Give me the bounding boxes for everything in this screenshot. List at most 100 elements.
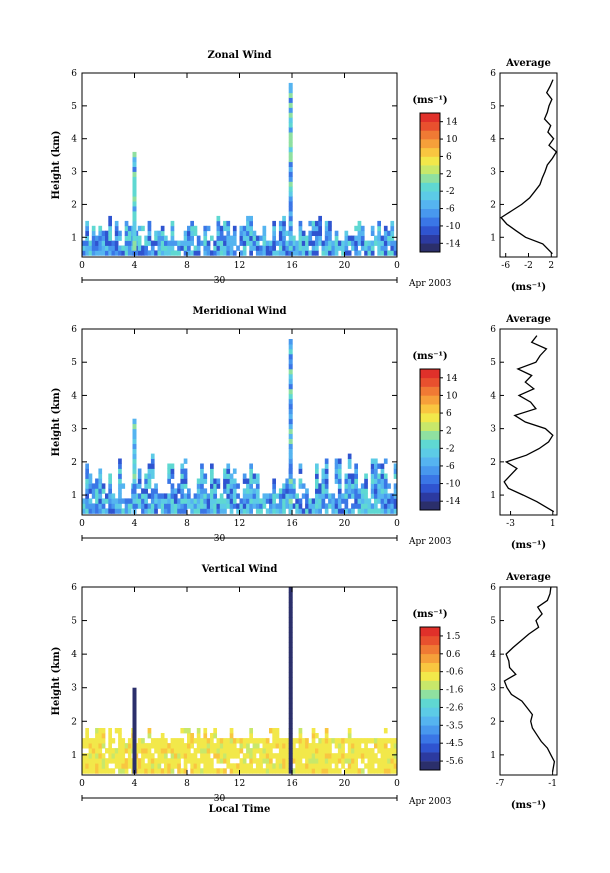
profile-x-tick-label: -6 bbox=[501, 261, 510, 271]
heatmap-cell bbox=[124, 743, 129, 749]
heatmap-cell bbox=[114, 245, 119, 251]
heatmap-cell bbox=[105, 240, 109, 246]
heatmap-cell bbox=[324, 758, 329, 764]
heatmap-cell bbox=[288, 240, 293, 246]
chart-title: Meridional Wind bbox=[192, 306, 286, 317]
heatmap-cell bbox=[95, 738, 99, 744]
heatmap-cell bbox=[262, 230, 267, 236]
heatmap-cell bbox=[154, 748, 158, 754]
heatmap-cell bbox=[226, 748, 231, 754]
heatmap-cell bbox=[305, 240, 309, 246]
colorbar-tick-label: -2 bbox=[446, 187, 455, 197]
heatmap-cell bbox=[334, 503, 339, 509]
heatmap-cell bbox=[141, 508, 145, 514]
heatmap-cell bbox=[157, 753, 162, 759]
heatmap-cell bbox=[111, 493, 116, 499]
heatmap-cell bbox=[213, 508, 217, 514]
heatmap-cell bbox=[105, 230, 109, 236]
heatmap-cell bbox=[242, 758, 247, 764]
heatmap-cell bbox=[170, 758, 175, 764]
heatmap-cell bbox=[249, 763, 253, 769]
heatmap-cell bbox=[285, 478, 290, 484]
heatmap-cell bbox=[157, 493, 162, 499]
heatmap-cell bbox=[154, 738, 158, 744]
heatmap-cell bbox=[380, 748, 385, 754]
heatmap-cell bbox=[219, 240, 224, 246]
heatmap-cell bbox=[232, 250, 237, 256]
heatmap-cell bbox=[98, 488, 103, 494]
heatmap-cell bbox=[334, 753, 339, 759]
heatmap-cell bbox=[334, 758, 339, 764]
heatmap-cell bbox=[118, 245, 122, 251]
heatmap-cell bbox=[98, 478, 103, 484]
heatmap-cell bbox=[259, 758, 263, 764]
heatmap-cell bbox=[226, 488, 231, 494]
heatmap-cell bbox=[124, 250, 129, 256]
heatmap-cell bbox=[111, 245, 116, 251]
heatmap-cell bbox=[282, 493, 286, 499]
heatmap-cell bbox=[242, 753, 247, 759]
heatmap-cell bbox=[252, 498, 257, 504]
heatmap-cell bbox=[193, 245, 198, 251]
heatmap-cell bbox=[236, 483, 240, 489]
heatmap-cell bbox=[95, 503, 99, 509]
heatmap-cell bbox=[150, 240, 155, 246]
y-tick-label: 6 bbox=[71, 69, 77, 79]
colorbar-swatch bbox=[420, 689, 440, 699]
heatmap-cell bbox=[249, 463, 253, 469]
heatmap-cell bbox=[282, 245, 286, 251]
heatmap-cell bbox=[137, 250, 142, 256]
heatmap-cell bbox=[196, 758, 201, 764]
heatmap-cell bbox=[249, 220, 253, 227]
heatmap-cell bbox=[183, 473, 188, 479]
heatmap-cell bbox=[232, 483, 237, 489]
colorbar-swatch bbox=[420, 501, 440, 511]
heatmap-cell bbox=[298, 768, 303, 774]
heatmap-cell bbox=[288, 146, 293, 153]
heatmap-cell bbox=[229, 473, 234, 479]
colorbar-swatch bbox=[420, 483, 440, 493]
heatmap-cell bbox=[364, 488, 368, 494]
heatmap-cell bbox=[85, 220, 89, 227]
heatmap-cell bbox=[387, 240, 391, 246]
heatmap-cell bbox=[387, 503, 391, 509]
heatmap-cell bbox=[98, 733, 103, 739]
heatmap-cell bbox=[351, 768, 355, 774]
heatmap-cell bbox=[114, 503, 119, 509]
heatmap-cell bbox=[344, 503, 349, 509]
heatmap-cell bbox=[160, 508, 165, 514]
y-tick-label: 3 bbox=[71, 425, 77, 435]
heatmap-cell bbox=[180, 753, 185, 759]
heatmap-cell bbox=[137, 498, 142, 504]
heatmap-cell bbox=[105, 245, 109, 251]
profile-title: Average bbox=[505, 572, 551, 583]
heatmap-cell bbox=[193, 230, 198, 236]
heatmap-cell bbox=[380, 240, 385, 246]
heatmap-cell bbox=[229, 753, 234, 759]
heatmap-cell bbox=[154, 230, 158, 236]
heatmap-cell bbox=[193, 748, 198, 754]
heatmap-cell bbox=[262, 748, 267, 754]
heatmap-cell bbox=[292, 240, 296, 246]
heatmap-cell bbox=[288, 393, 293, 400]
heatmap-cell bbox=[173, 763, 178, 769]
heatmap-cell bbox=[387, 748, 391, 754]
heatmap-cell bbox=[219, 748, 224, 754]
heatmap-cell bbox=[288, 122, 293, 128]
heatmap-cell bbox=[295, 763, 299, 769]
heatmap-cell bbox=[85, 493, 89, 499]
heatmap-cell bbox=[180, 498, 185, 504]
heatmap-cell bbox=[147, 493, 152, 499]
heatmap-cell bbox=[144, 235, 148, 241]
heatmap-cell bbox=[393, 473, 398, 479]
heatmap-cell bbox=[144, 753, 148, 759]
heatmap-cell bbox=[111, 753, 116, 759]
heatmap-cell bbox=[200, 478, 204, 484]
heatmap-cell bbox=[272, 753, 276, 759]
heatmap-cell bbox=[114, 220, 119, 227]
heatmap-cell bbox=[173, 488, 178, 494]
heatmap-cell bbox=[239, 503, 244, 509]
heatmap-cell bbox=[85, 733, 89, 739]
heatmap-cell bbox=[101, 230, 106, 236]
